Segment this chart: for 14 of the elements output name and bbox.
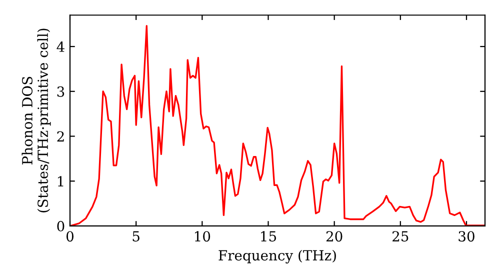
x-tick-label: 15 <box>261 231 276 242</box>
y-tick-label: 0 <box>57 220 64 232</box>
x-tick-label: 10 <box>195 231 210 242</box>
x-tick-label: 5 <box>132 231 140 242</box>
y-tick-label: 4 <box>56 41 64 52</box>
x-tick-label: 30 <box>458 231 474 242</box>
y-tick-label: 3 <box>57 86 64 97</box>
x-axis-title: Frequency (THz) <box>218 250 336 264</box>
x-tick-label: 20 <box>326 231 342 242</box>
y-tick-label: 1 <box>58 176 64 186</box>
x-tick-label: 0 <box>66 231 74 242</box>
y-axis-title: Phonon DOS (States/THz·primitive cell) <box>22 28 51 212</box>
x-tick-label: 25 <box>392 231 408 242</box>
y-tick-label: 2 <box>57 131 64 142</box>
